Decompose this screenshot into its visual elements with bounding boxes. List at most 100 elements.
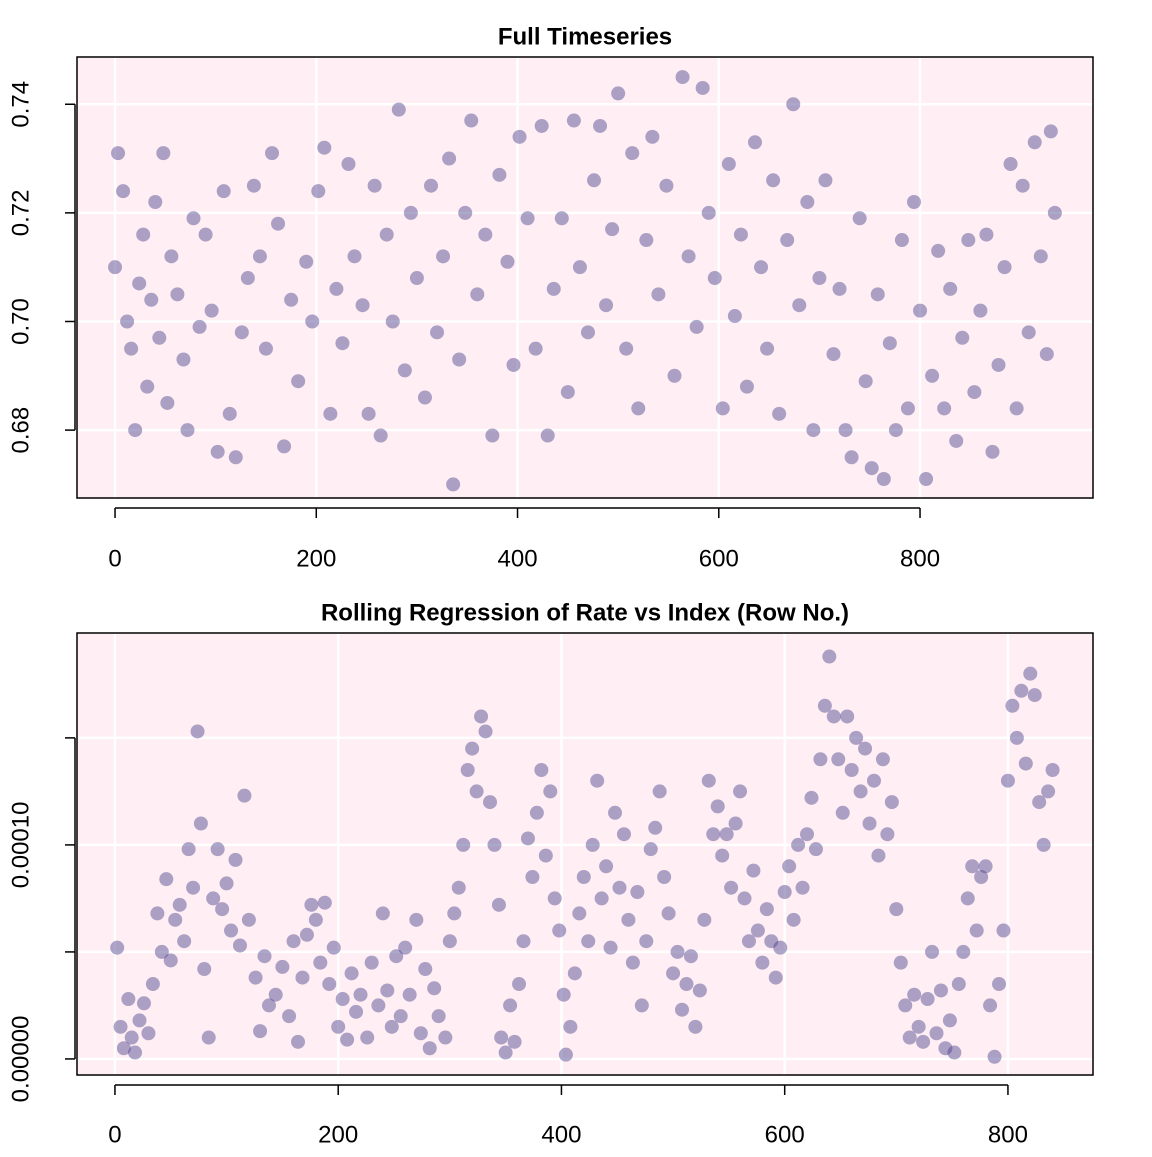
point [417, 390, 432, 405]
point [232, 938, 247, 953]
point [380, 983, 395, 998]
point [645, 129, 660, 144]
point [876, 471, 891, 486]
point [385, 314, 400, 329]
point [177, 934, 192, 949]
point [862, 816, 877, 831]
point [1003, 156, 1018, 171]
point [681, 249, 696, 264]
x-tick-label: 600 [765, 1121, 805, 1148]
point [587, 173, 602, 188]
point [124, 341, 139, 356]
point [483, 795, 498, 810]
x-tick-label: 800 [900, 545, 940, 572]
chart-title: Rolling Regression of Rate vs Index (Row… [321, 599, 849, 626]
point [438, 1030, 453, 1045]
y-tick-label: 0.00000 [7, 1016, 34, 1103]
point [144, 292, 159, 307]
point [282, 1009, 297, 1024]
point [710, 799, 725, 814]
point [423, 178, 438, 193]
point [866, 773, 881, 788]
point [1027, 135, 1042, 150]
point [308, 912, 323, 927]
point [456, 837, 471, 852]
point [795, 880, 810, 895]
point [780, 233, 795, 248]
point [373, 428, 388, 443]
point [186, 211, 201, 226]
point [132, 1013, 147, 1028]
point [193, 816, 208, 831]
point [460, 762, 475, 777]
point [1039, 347, 1054, 362]
point [554, 211, 569, 226]
y-tick-label: 0.72 [7, 190, 34, 237]
point [506, 357, 521, 372]
point [844, 450, 859, 465]
plot-frame [76, 632, 1094, 1076]
point [992, 977, 1007, 992]
point [164, 249, 179, 264]
point [326, 940, 341, 955]
point [746, 863, 761, 878]
point [446, 477, 461, 492]
point [925, 944, 940, 959]
point [826, 709, 841, 724]
point [422, 1041, 437, 1056]
point [228, 450, 243, 465]
point [661, 906, 676, 921]
point [652, 784, 667, 799]
point [611, 86, 626, 101]
point [215, 902, 230, 917]
point [643, 842, 658, 857]
point [996, 923, 1011, 938]
point [764, 934, 779, 949]
point [800, 195, 815, 210]
x-tick-label: 0 [108, 545, 121, 572]
point [355, 298, 370, 313]
point [299, 927, 314, 942]
point [197, 962, 212, 977]
point [474, 709, 489, 724]
point [427, 981, 442, 996]
plot-background [77, 633, 1093, 1075]
point [759, 902, 774, 917]
point [942, 1013, 957, 1028]
point [1045, 762, 1060, 777]
point [1009, 401, 1024, 416]
x-tick-label: 800 [988, 1121, 1028, 1148]
point [608, 805, 623, 820]
point [237, 788, 252, 803]
point [969, 923, 984, 938]
point [706, 827, 721, 842]
point [458, 205, 473, 220]
point [707, 271, 722, 286]
point [919, 471, 934, 486]
point [136, 227, 151, 242]
point [621, 912, 636, 927]
point [277, 439, 292, 454]
point [1041, 784, 1056, 799]
point [190, 724, 205, 739]
point [943, 281, 958, 296]
point [186, 880, 201, 895]
point [737, 891, 752, 906]
point [630, 884, 645, 899]
point [145, 977, 160, 992]
point [806, 423, 821, 438]
point [1015, 178, 1030, 193]
point [766, 173, 781, 188]
point [323, 406, 338, 421]
point [216, 184, 231, 199]
point [442, 151, 457, 166]
point [639, 934, 654, 949]
point [487, 837, 502, 852]
point [755, 955, 770, 970]
point [265, 146, 280, 161]
point [393, 1009, 408, 1024]
point [403, 205, 418, 220]
x-tick-label: 200 [296, 545, 336, 572]
point [619, 341, 634, 356]
point [154, 944, 169, 959]
